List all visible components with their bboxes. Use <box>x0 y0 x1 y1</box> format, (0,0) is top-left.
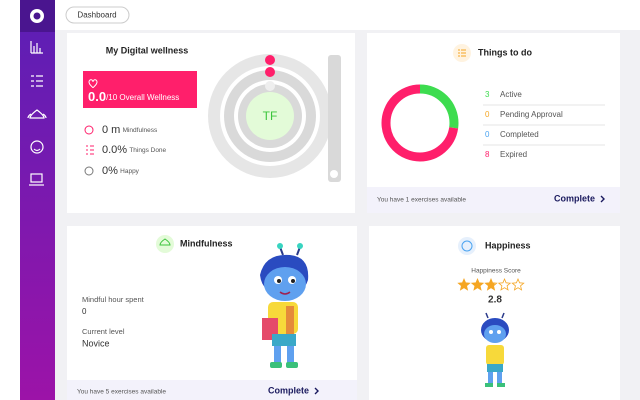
mind-icon <box>156 235 174 253</box>
top-bar <box>55 0 640 30</box>
stat-label: Things Done <box>129 147 166 154</box>
mind-footer <box>67 380 357 400</box>
logo-inner <box>33 12 41 20</box>
hours-label: Mindful hour spent <box>82 295 145 304</box>
stat-2: 0% Happy <box>102 165 140 177</box>
star-outline <box>497 277 512 291</box>
ring-icon <box>265 81 275 91</box>
stat-value: 0% <box>102 165 118 177</box>
card-todo <box>367 33 620 213</box>
star-fill <box>485 279 495 290</box>
stat-value: 0.0% <box>102 144 127 156</box>
todo-label: Active <box>500 90 522 99</box>
happy-icon-face <box>461 240 473 252</box>
margin <box>0 0 20 400</box>
todo-title: Things to do <box>478 47 532 57</box>
breadcrumb-pill[interactable] <box>65 6 130 24</box>
happy-score: 2.8 <box>488 295 502 306</box>
icon-mindfulness <box>84 125 94 135</box>
scrollbar[interactable] <box>328 55 341 182</box>
nav-stats[interactable] <box>30 41 43 54</box>
card-happiness <box>369 226 620 400</box>
avatar-circle <box>246 92 294 140</box>
happy-icon <box>458 237 476 255</box>
sidebar <box>20 0 55 400</box>
avatar: TF <box>263 109 278 123</box>
nav-todo[interactable] <box>31 75 43 87</box>
todo-label: Completed <box>500 130 539 139</box>
stat-label: Mindfulness <box>123 127 158 134</box>
todo-count: 0 <box>485 130 490 139</box>
star-fill <box>471 279 484 290</box>
todo-count: 3 <box>485 90 490 99</box>
ring-icon <box>265 67 275 77</box>
stat-1: 0.0% Things Done <box>102 144 167 156</box>
nav-happiness[interactable] <box>30 140 44 154</box>
happy-score-label: Happiness Score <box>471 268 521 275</box>
todo-action[interactable]: Complete <box>554 193 595 203</box>
wellness-score: 0.0/10 Overall Wellness <box>88 89 179 104</box>
wellness-score-box <box>83 71 197 108</box>
wellness-title: My Digital wellness <box>106 45 189 55</box>
mind-title: Mindfulness <box>180 238 233 248</box>
nav-happiness-smile <box>33 148 41 152</box>
chevron[interactable] <box>314 387 319 395</box>
stat-label: Happy <box>120 168 140 175</box>
ring-icon <box>265 55 275 65</box>
heart-icon <box>88 79 98 89</box>
nav-device[interactable] <box>30 173 43 183</box>
score-suffix: /10 Overall Wellness <box>106 93 179 102</box>
score: 0.0 <box>88 89 106 104</box>
character-small <box>481 312 509 387</box>
icon-things <box>86 145 94 155</box>
hours: 0 <box>82 307 87 316</box>
todo-footer-text: You have 1 exercises available <box>377 197 466 204</box>
todo-icon-lines <box>458 49 466 57</box>
todo-footer <box>367 187 620 213</box>
mind-icon-lotus <box>159 238 171 246</box>
stat-0: 0 m Mindfulness <box>102 124 158 136</box>
scroll-thumb[interactable] <box>330 170 338 178</box>
card-mindfulness <box>67 226 357 400</box>
star-outline <box>511 277 525 291</box>
todo-label: Pending Approval <box>500 110 563 119</box>
todo-count: 8 <box>485 150 490 159</box>
donut-segment <box>381 84 459 162</box>
star-fill <box>458 279 470 290</box>
nav-mindfulness[interactable] <box>27 109 47 119</box>
chevron[interactable] <box>600 195 605 203</box>
icon-happy <box>84 166 94 176</box>
todo-label: Expired <box>500 150 527 159</box>
level-label: Current level <box>82 327 125 336</box>
level: Novice <box>82 338 110 348</box>
todo-count: 0 <box>485 110 490 119</box>
character <box>260 243 309 368</box>
stat-value: 0 m <box>102 124 120 136</box>
mind-action[interactable]: Complete <box>268 385 309 395</box>
happy-title: Happiness <box>485 240 531 250</box>
mind-footer-text: You have 5 exercises available <box>77 389 166 396</box>
breadcrumb[interactable]: Dashboard <box>77 11 116 20</box>
